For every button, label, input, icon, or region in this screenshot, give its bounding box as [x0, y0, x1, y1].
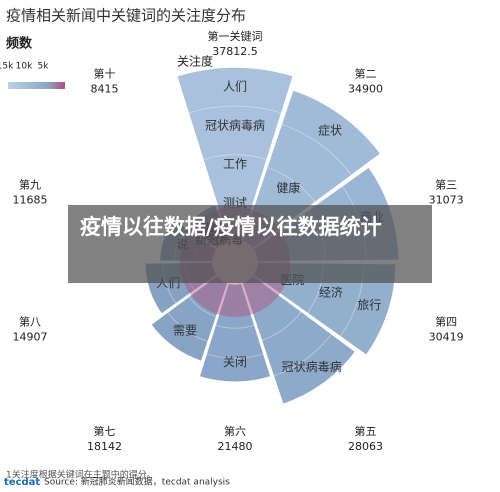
ring-band [215, 324, 255, 329]
value-label: 37812.5 [212, 45, 258, 58]
category-label: 第九 [19, 177, 41, 191]
value-label: 31073 [429, 193, 464, 206]
keyword: 关闭 [223, 355, 247, 369]
keyword: 工作 [223, 157, 247, 171]
category-label: 第五 [354, 424, 376, 438]
ring-band [273, 333, 333, 377]
value-label: 11685 [13, 193, 48, 206]
category-label: 第七 [94, 424, 116, 438]
logo: tecdat [4, 477, 40, 488]
legend-title: 频数 [6, 36, 33, 52]
legend-tick-label: 10k [16, 62, 33, 72]
chart-title: 疫情相关新闻中关键词的关注度分布 [6, 7, 246, 25]
ring-band [266, 166, 316, 203]
ring-band [281, 123, 353, 176]
keyword: 人们 [223, 79, 247, 94]
keyword: 症状 [318, 123, 342, 138]
keyword: 旅行 [357, 298, 381, 312]
category-label: 第三 [435, 177, 457, 191]
sector [198, 282, 272, 383]
footnote: 1关注度根据关键词在主题中的得分。 [6, 469, 156, 481]
ring-band [188, 296, 217, 318]
ring-band [202, 154, 268, 161]
keyword: 冠状病毒病 [282, 359, 342, 374]
value-label: 18142 [87, 440, 122, 453]
keyword: 经济 [319, 285, 343, 300]
ring-band [188, 105, 282, 114]
value-label: 8415 [91, 82, 119, 95]
keyword: 冠状病毒病 [205, 117, 265, 132]
category-label: 第六 [224, 424, 246, 438]
ring-band [206, 353, 264, 359]
category-label: 第二 [354, 66, 376, 80]
keyword: 需要 [173, 323, 197, 337]
category-label: 第八 [19, 315, 41, 329]
source: Source: 新冠肺炎新闻数据，tecdat analysis [44, 476, 230, 488]
ring-band [261, 310, 302, 341]
legend-gradient [8, 82, 65, 89]
category-label: 第一关键词 [208, 29, 263, 43]
banner: 疫情以往数据/疫情以往数据统计 [68, 205, 432, 283]
legend-tick-label: 5k [38, 62, 50, 72]
category-label: 第四 [435, 315, 457, 329]
value-label: 34900 [348, 82, 383, 95]
radial-axis-label: 关注度 [177, 54, 213, 69]
legend-tick-label: 15k [0, 62, 14, 72]
value-label: 28063 [348, 440, 383, 453]
value-label: 14907 [13, 331, 48, 344]
value-label: 21480 [218, 440, 253, 453]
category-label: 第十 [94, 66, 116, 80]
ring-band [167, 311, 209, 343]
keyword: 健康 [276, 180, 300, 195]
value-label: 30419 [429, 331, 464, 344]
